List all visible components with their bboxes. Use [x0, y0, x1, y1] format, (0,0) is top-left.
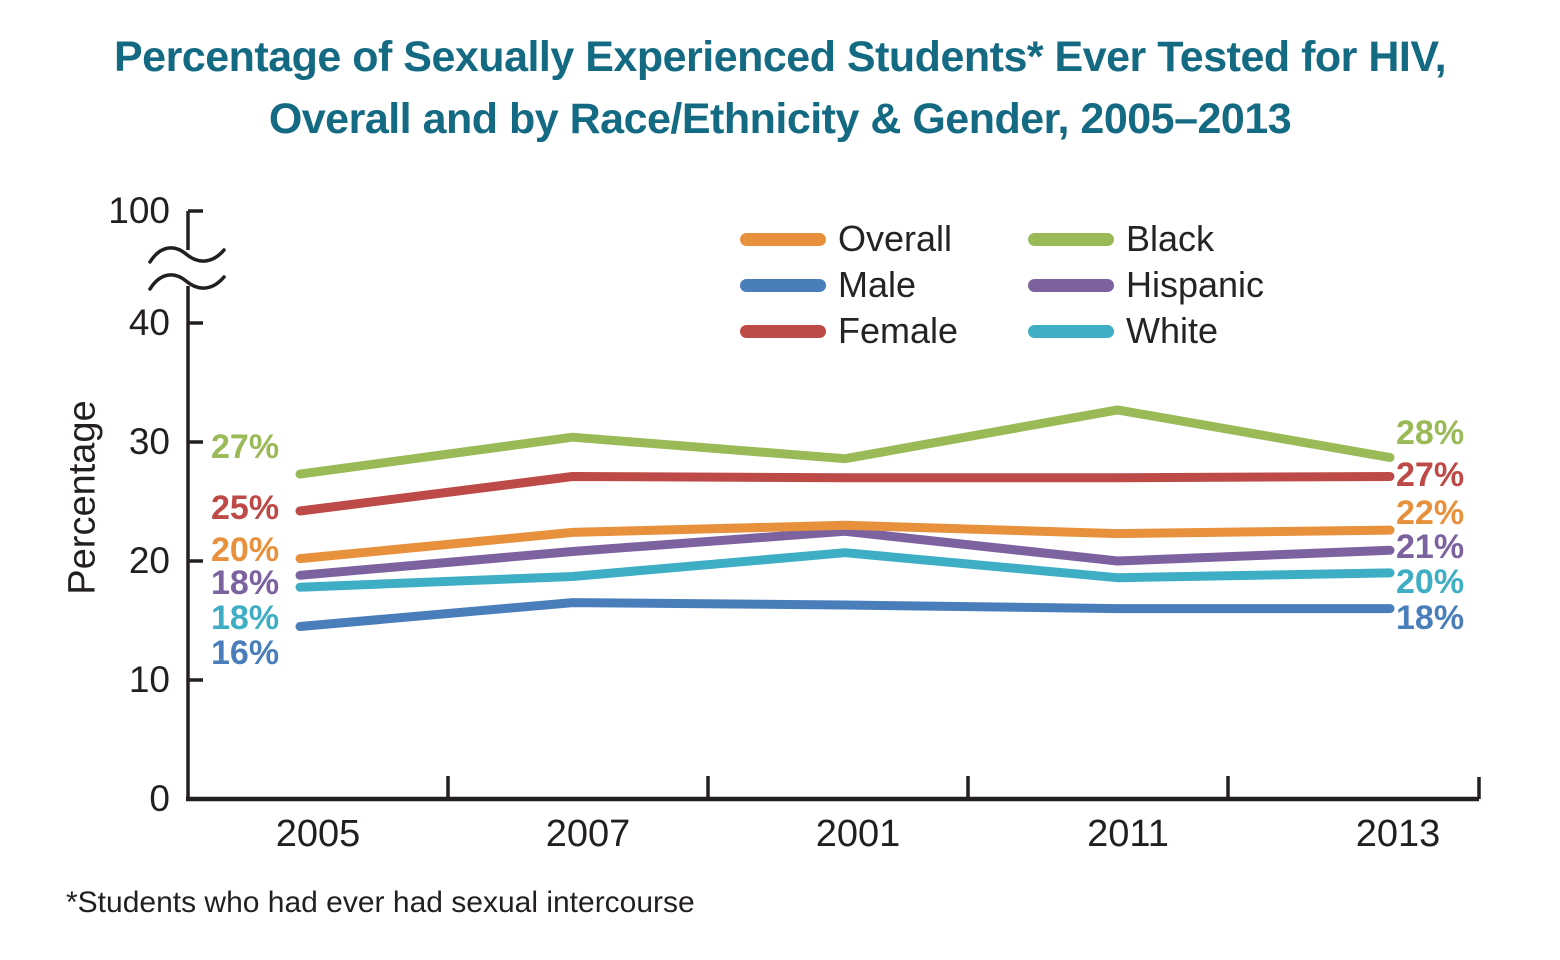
chart-title-line1: Percentage of Sexually Experienced Stude…	[113, 33, 1447, 81]
series-line-female	[295, 472, 1395, 516]
series-line-overall	[295, 520, 1395, 564]
x-tick-label-2001: 2001	[815, 813, 901, 855]
value-label-left-female: 25%	[211, 489, 280, 527]
series-lines	[295, 405, 1395, 631]
legend-swatch-black	[1028, 233, 1114, 246]
series-line-hispanic	[295, 526, 1395, 580]
axis-break-squiggle-top	[148, 246, 226, 264]
y-tick-label-20: 20	[128, 540, 170, 581]
value-label-right-overall: 22%	[1396, 494, 1465, 532]
value-label-left-black: 27%	[211, 428, 280, 466]
legend-label-white: White	[1126, 310, 1219, 351]
legend-swatch-female	[740, 325, 826, 338]
value-label-right-black: 28%	[1396, 414, 1465, 452]
legend-label-black: Black	[1126, 218, 1215, 259]
axis-break-squiggle-bottom	[148, 273, 226, 291]
value-label-left-hispanic: 18%	[211, 564, 280, 602]
series-line-white	[295, 548, 1395, 592]
y-tick-label-100: 100	[108, 190, 170, 231]
legend-swatch-white	[1028, 325, 1114, 338]
footnote: *Students who had ever had sexual interc…	[66, 886, 695, 919]
value-label-left-overall: 20%	[211, 531, 280, 569]
x-tick-label-2011: 2011	[1087, 813, 1169, 855]
value-label-right-female: 27%	[1396, 456, 1465, 494]
x-tick-label-2013: 2013	[1355, 813, 1441, 855]
value-label-left-white: 18%	[211, 599, 280, 637]
y-tick-label-30: 30	[128, 421, 170, 462]
chart-title: Percentage of Sexually Experienced Stude…	[0, 26, 1560, 150]
chart-title-line2: Overall and by Race/Ethnicity & Gender, …	[268, 95, 1292, 143]
legend-label-overall: Overall	[838, 218, 953, 259]
legend-label-male: Male	[838, 264, 917, 305]
x-tick-label-2005: 2005	[275, 813, 361, 855]
y-tick-label-0: 0	[149, 778, 170, 819]
value-label-right-male: 18%	[1396, 599, 1465, 637]
value-label-right-hispanic: 21%	[1396, 528, 1465, 566]
value-label-left-male: 16%	[211, 634, 280, 672]
y-tick-label-40: 40	[128, 302, 170, 343]
x-tick-label-2007: 2007	[545, 813, 631, 855]
legend-swatch-overall	[740, 233, 826, 246]
y-tick-label-10: 10	[128, 659, 170, 700]
legend-label-female: Female	[838, 310, 959, 351]
legend-swatch-hispanic	[1028, 279, 1114, 292]
legend-swatch-male	[740, 279, 826, 292]
legend-label-hispanic: Hispanic	[1126, 264, 1265, 305]
value-label-right-white: 20%	[1396, 563, 1465, 601]
series-line-male	[295, 598, 1395, 631]
series-line-black	[295, 405, 1395, 479]
